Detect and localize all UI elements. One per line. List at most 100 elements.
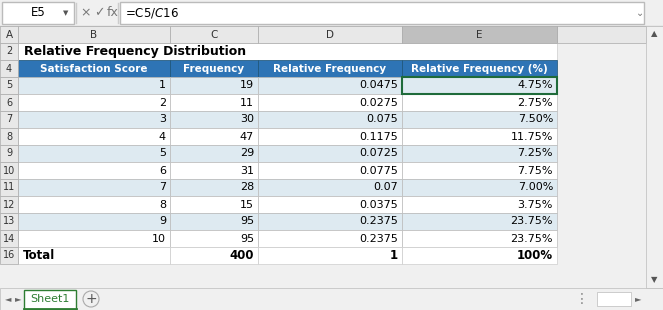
Bar <box>18 162 170 179</box>
Text: 400: 400 <box>229 249 254 262</box>
Bar <box>18 128 170 145</box>
Text: 2.75%: 2.75% <box>518 98 553 108</box>
Text: 3.75%: 3.75% <box>518 200 553 210</box>
Bar <box>0 179 18 196</box>
Text: 6: 6 <box>159 166 166 175</box>
Bar <box>0 128 18 145</box>
Text: ►: ► <box>634 294 641 303</box>
Text: ►: ► <box>15 294 21 303</box>
Bar <box>0 288 663 310</box>
Bar <box>0 213 18 230</box>
Text: 5: 5 <box>159 148 166 158</box>
Text: 0.075: 0.075 <box>366 114 398 125</box>
Bar <box>170 230 258 247</box>
Text: 9: 9 <box>6 148 12 158</box>
Bar <box>170 60 258 77</box>
Text: 4: 4 <box>6 64 12 73</box>
Bar <box>18 43 557 60</box>
Text: 15: 15 <box>240 200 254 210</box>
Text: 6: 6 <box>6 98 12 108</box>
Bar <box>18 26 170 43</box>
Text: 2: 2 <box>159 98 166 108</box>
Text: 7.50%: 7.50% <box>518 114 553 125</box>
Text: 4: 4 <box>159 131 166 141</box>
Bar <box>2 2 74 24</box>
Text: E: E <box>476 29 483 39</box>
Text: 16: 16 <box>3 250 15 260</box>
Bar <box>18 145 170 162</box>
Bar <box>258 77 402 94</box>
Text: 95: 95 <box>240 233 254 243</box>
Bar <box>258 60 402 77</box>
Bar <box>18 213 170 230</box>
Bar <box>170 145 258 162</box>
Bar <box>170 94 258 111</box>
Text: 8: 8 <box>6 131 12 141</box>
Text: 0.0475: 0.0475 <box>359 81 398 91</box>
Bar <box>402 77 557 94</box>
Bar <box>258 213 402 230</box>
Text: 0.0725: 0.0725 <box>359 148 398 158</box>
Text: Sheet1: Sheet1 <box>30 294 70 304</box>
Text: +: + <box>85 292 97 306</box>
Bar <box>557 26 646 43</box>
Text: =C5/$C$16: =C5/$C$16 <box>125 6 179 20</box>
Text: ×: × <box>81 7 91 20</box>
Bar <box>0 77 18 94</box>
Bar <box>170 111 258 128</box>
Bar <box>402 247 557 264</box>
Text: ▼: ▼ <box>651 276 658 285</box>
Text: 11.75%: 11.75% <box>511 131 553 141</box>
Text: 7: 7 <box>6 114 12 125</box>
Bar <box>0 247 18 264</box>
Text: 28: 28 <box>240 183 254 193</box>
Bar <box>120 2 644 24</box>
Bar <box>402 179 557 196</box>
Bar <box>18 77 170 94</box>
Text: 23.75%: 23.75% <box>511 216 553 227</box>
Bar <box>0 162 18 179</box>
Bar <box>0 230 18 247</box>
Text: B: B <box>90 29 97 39</box>
Text: 7.00%: 7.00% <box>518 183 553 193</box>
Bar <box>24 290 76 309</box>
Bar <box>597 292 631 306</box>
Text: 0.0775: 0.0775 <box>359 166 398 175</box>
Text: 0.1175: 0.1175 <box>359 131 398 141</box>
Bar <box>0 111 18 128</box>
Text: Total: Total <box>23 249 55 262</box>
Bar <box>0 43 18 60</box>
Text: 95: 95 <box>240 216 254 227</box>
Text: 0.0275: 0.0275 <box>359 98 398 108</box>
Text: C: C <box>210 29 217 39</box>
Text: ▼: ▼ <box>63 10 69 16</box>
Bar <box>402 230 557 247</box>
Bar <box>18 60 170 77</box>
Bar <box>170 247 258 264</box>
Bar <box>258 196 402 213</box>
Bar <box>0 94 18 111</box>
Text: 47: 47 <box>240 131 254 141</box>
Bar <box>0 26 18 43</box>
Text: Satisfaction Score: Satisfaction Score <box>40 64 148 73</box>
Text: fx: fx <box>107 7 119 20</box>
Text: E5: E5 <box>30 7 45 20</box>
Text: 0.07: 0.07 <box>373 183 398 193</box>
Bar <box>170 77 258 94</box>
Text: 4.75%: 4.75% <box>518 81 553 91</box>
Bar <box>258 230 402 247</box>
Bar <box>258 179 402 196</box>
Bar <box>18 111 170 128</box>
Text: 0.2375: 0.2375 <box>359 216 398 227</box>
Bar <box>0 0 663 26</box>
Bar <box>170 196 258 213</box>
Text: 29: 29 <box>240 148 254 158</box>
Bar <box>18 179 170 196</box>
Bar <box>170 179 258 196</box>
Text: 12: 12 <box>3 200 15 210</box>
Bar <box>402 94 557 111</box>
Bar <box>170 26 258 43</box>
Bar <box>402 60 557 77</box>
Bar <box>18 230 170 247</box>
Bar <box>18 94 170 111</box>
